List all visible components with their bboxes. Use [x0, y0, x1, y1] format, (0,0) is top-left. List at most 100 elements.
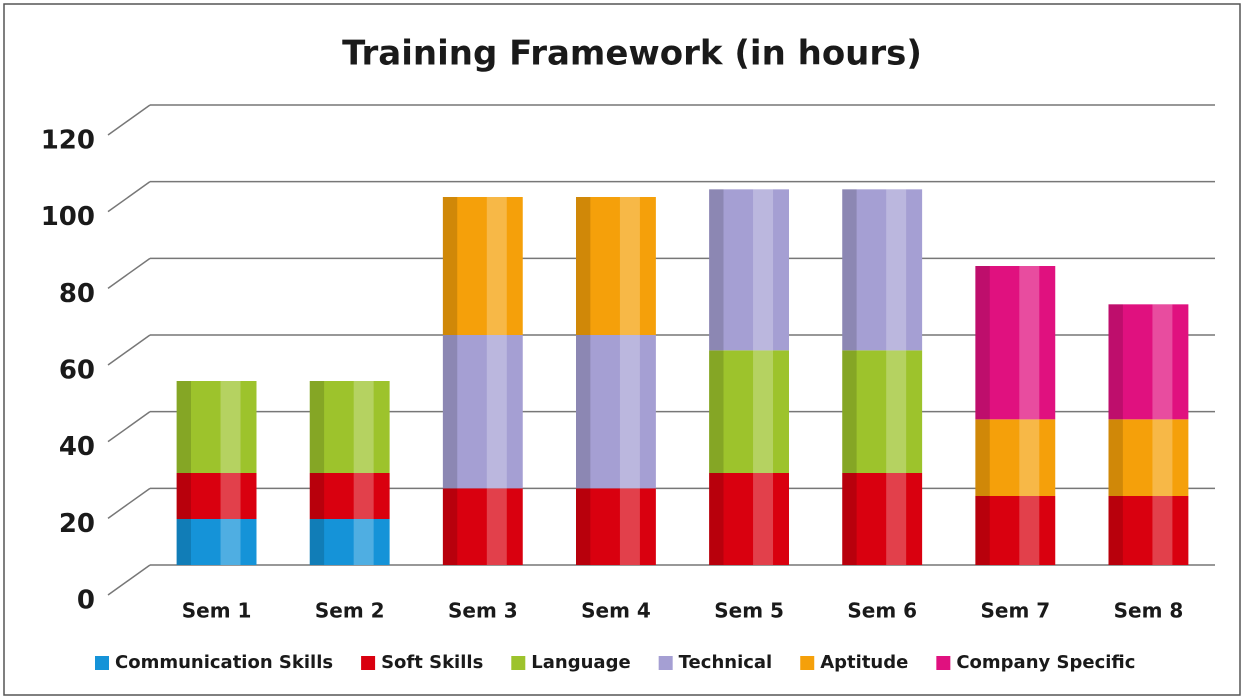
- grid-line-slant: [107, 487, 151, 519]
- bar-highlight: [886, 473, 907, 565]
- y-tick-label: 0: [77, 586, 95, 616]
- bar-segment: [176, 381, 257, 473]
- y-tick-label: 20: [59, 509, 95, 539]
- x-tick-label: Sem 5: [714, 599, 784, 623]
- grid-line-slant: [107, 564, 151, 596]
- bar-shade: [842, 189, 857, 351]
- bar-highlight: [486, 197, 507, 335]
- bar-highlight: [353, 519, 374, 565]
- bar-highlight: [1019, 266, 1040, 420]
- bar-shade: [975, 496, 990, 565]
- legend-swatch: [936, 656, 951, 670]
- bar-segment: [176, 473, 257, 519]
- bar-highlight: [753, 189, 774, 351]
- bar-segment: [842, 473, 923, 565]
- bar-shade: [842, 473, 857, 565]
- bar-shade: [576, 488, 591, 565]
- bar-highlight: [353, 473, 374, 519]
- bar-segment: [709, 350, 789, 473]
- legend-label: Aptitude: [820, 652, 908, 673]
- legend-swatch: [511, 656, 526, 670]
- bar-segment: [442, 197, 523, 335]
- bar-highlight: [486, 335, 507, 489]
- legend-label: Soft Skills: [381, 652, 483, 673]
- y-tick-label: 60: [59, 356, 95, 386]
- bar-segment: [576, 335, 656, 489]
- bar-shade: [176, 473, 192, 519]
- grid-line-slant: [107, 104, 151, 136]
- bar-highlight: [619, 197, 640, 335]
- bar-highlight: [220, 381, 241, 473]
- bar-segment: [975, 496, 1056, 565]
- bar-shade: [709, 189, 724, 351]
- bar-shade: [975, 266, 990, 420]
- grid-line-slant: [107, 411, 151, 443]
- legend-label: Company Specific: [956, 652, 1135, 673]
- bar-highlight: [486, 488, 507, 565]
- grid-line-slant: [107, 334, 151, 366]
- legend-swatch: [800, 656, 815, 670]
- legend-swatch: [361, 656, 376, 670]
- bar-shade: [176, 381, 192, 473]
- bar-highlight: [753, 350, 774, 473]
- bar-shade: [576, 197, 591, 335]
- bar-shade: [1108, 304, 1123, 420]
- bar-shade: [1108, 496, 1123, 565]
- bar-shade: [576, 335, 591, 489]
- bar-segment: [709, 473, 789, 565]
- bar-segment: [1108, 496, 1189, 565]
- bar-segment: [176, 519, 257, 565]
- legend-swatch: [658, 656, 673, 670]
- bar-segment: [975, 266, 1056, 420]
- legend-swatch: [95, 656, 109, 670]
- bar-shade: [442, 488, 458, 565]
- x-tick-label: Sem 6: [847, 599, 917, 623]
- bar-shade: [309, 519, 325, 565]
- bar-shade: [975, 419, 990, 496]
- bar-highlight: [753, 473, 774, 565]
- bar-highlight: [619, 335, 640, 489]
- bar-highlight: [1152, 419, 1173, 496]
- bar-shade: [442, 335, 458, 489]
- legend-label: Language: [531, 652, 630, 673]
- bar-highlight: [353, 381, 374, 473]
- x-tick-label: Sem 7: [980, 599, 1050, 623]
- y-tick-label: 120: [41, 126, 95, 156]
- bar-segment: [442, 335, 523, 489]
- bar-segment: [1108, 304, 1189, 420]
- bar-segment: [975, 419, 1056, 496]
- bar-segment: [1108, 419, 1189, 496]
- bar-highlight: [1019, 419, 1040, 496]
- bar-shade: [709, 473, 724, 565]
- bar-segment: [309, 381, 390, 473]
- y-tick-label: 100: [41, 202, 95, 232]
- bar-shade: [1108, 419, 1123, 496]
- bar-highlight: [1152, 304, 1173, 420]
- bar-highlight: [1152, 496, 1173, 565]
- y-tick-label: 80: [59, 279, 95, 309]
- bar-highlight: [220, 473, 241, 519]
- chart-title: Training Framework (in hours): [342, 34, 922, 74]
- bar-highlight: [886, 189, 907, 351]
- bar-shade: [176, 519, 192, 565]
- bar-shade: [842, 350, 857, 473]
- x-tick-label: Sem 2: [315, 599, 385, 623]
- bar-segment: [842, 350, 923, 473]
- bar-segment: [576, 197, 656, 335]
- y-tick-label: 40: [59, 432, 95, 462]
- bar-shade: [309, 473, 325, 519]
- bar-highlight: [1019, 496, 1040, 565]
- bar-highlight: [886, 350, 907, 473]
- bar-segment: [309, 519, 390, 565]
- legend-label: Communication Skills: [115, 652, 333, 673]
- x-tick-label: Sem 3: [448, 599, 518, 623]
- bar-segment: [842, 189, 923, 351]
- legend-label: Technical: [679, 652, 773, 673]
- x-tick-label: Sem 1: [182, 599, 252, 623]
- x-tick-label: Sem 4: [581, 599, 651, 623]
- grid-line-slant: [107, 257, 151, 289]
- bar-shade: [442, 197, 458, 335]
- bar-segment: [442, 488, 523, 565]
- grid-line-slant: [107, 181, 151, 213]
